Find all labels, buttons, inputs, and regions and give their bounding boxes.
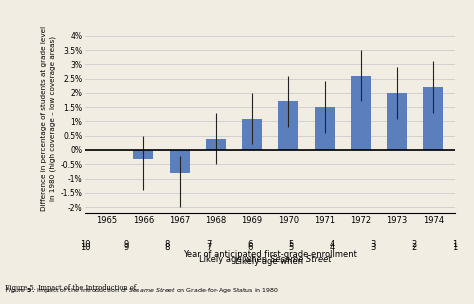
Text: 4: 4 [329, 240, 335, 249]
Bar [206, 139, 226, 150]
Text: 5: 5 [288, 243, 293, 252]
Text: 3: 3 [370, 240, 375, 249]
Bar [351, 76, 371, 150]
Text: 7: 7 [206, 243, 211, 252]
Bar [423, 87, 443, 150]
Text: Sesame Street: Sesame Street [270, 255, 332, 264]
Bar [242, 119, 262, 150]
Text: 10: 10 [80, 240, 91, 249]
Text: 1: 1 [452, 240, 458, 249]
Text: 8: 8 [165, 240, 170, 249]
Text: 2: 2 [411, 243, 417, 252]
Text: 9: 9 [124, 240, 129, 249]
Y-axis label: Difference in percentage of students at grade level
in 1980 (high coverage – low: Difference in percentage of students at … [41, 26, 56, 211]
Text: Likely age when: Likely age when [235, 257, 306, 266]
Bar [387, 93, 407, 150]
X-axis label: Year of anticipated first-grade enrollment: Year of anticipated first-grade enrollme… [183, 250, 357, 259]
Bar [315, 107, 335, 150]
Bar [170, 150, 190, 173]
Text: 6: 6 [247, 243, 252, 252]
Text: 1: 1 [452, 243, 458, 252]
Bar [133, 150, 153, 159]
Text: 6: 6 [247, 240, 252, 249]
Bar [278, 102, 298, 150]
Text: $\it{Figure}$ $\bf{5.}$ Impact of the Introduction of $\it{Sesame\ Street}$ on G: $\it{Figure}$ $\bf{5.}$ Impact of the In… [5, 286, 279, 295]
Text: 3: 3 [370, 243, 375, 252]
Text: Figure 5. Impact of the Introduction of: Figure 5. Impact of the Introduction of [5, 284, 138, 292]
Text: 4: 4 [329, 243, 335, 252]
Text: 2: 2 [411, 240, 417, 249]
Text: 9: 9 [124, 243, 129, 252]
Text: 10: 10 [80, 243, 91, 252]
Text: 8: 8 [165, 243, 170, 252]
Text: Likely age when: Likely age when [200, 255, 270, 264]
Text: 7: 7 [206, 240, 211, 249]
Text: 5: 5 [288, 240, 293, 249]
